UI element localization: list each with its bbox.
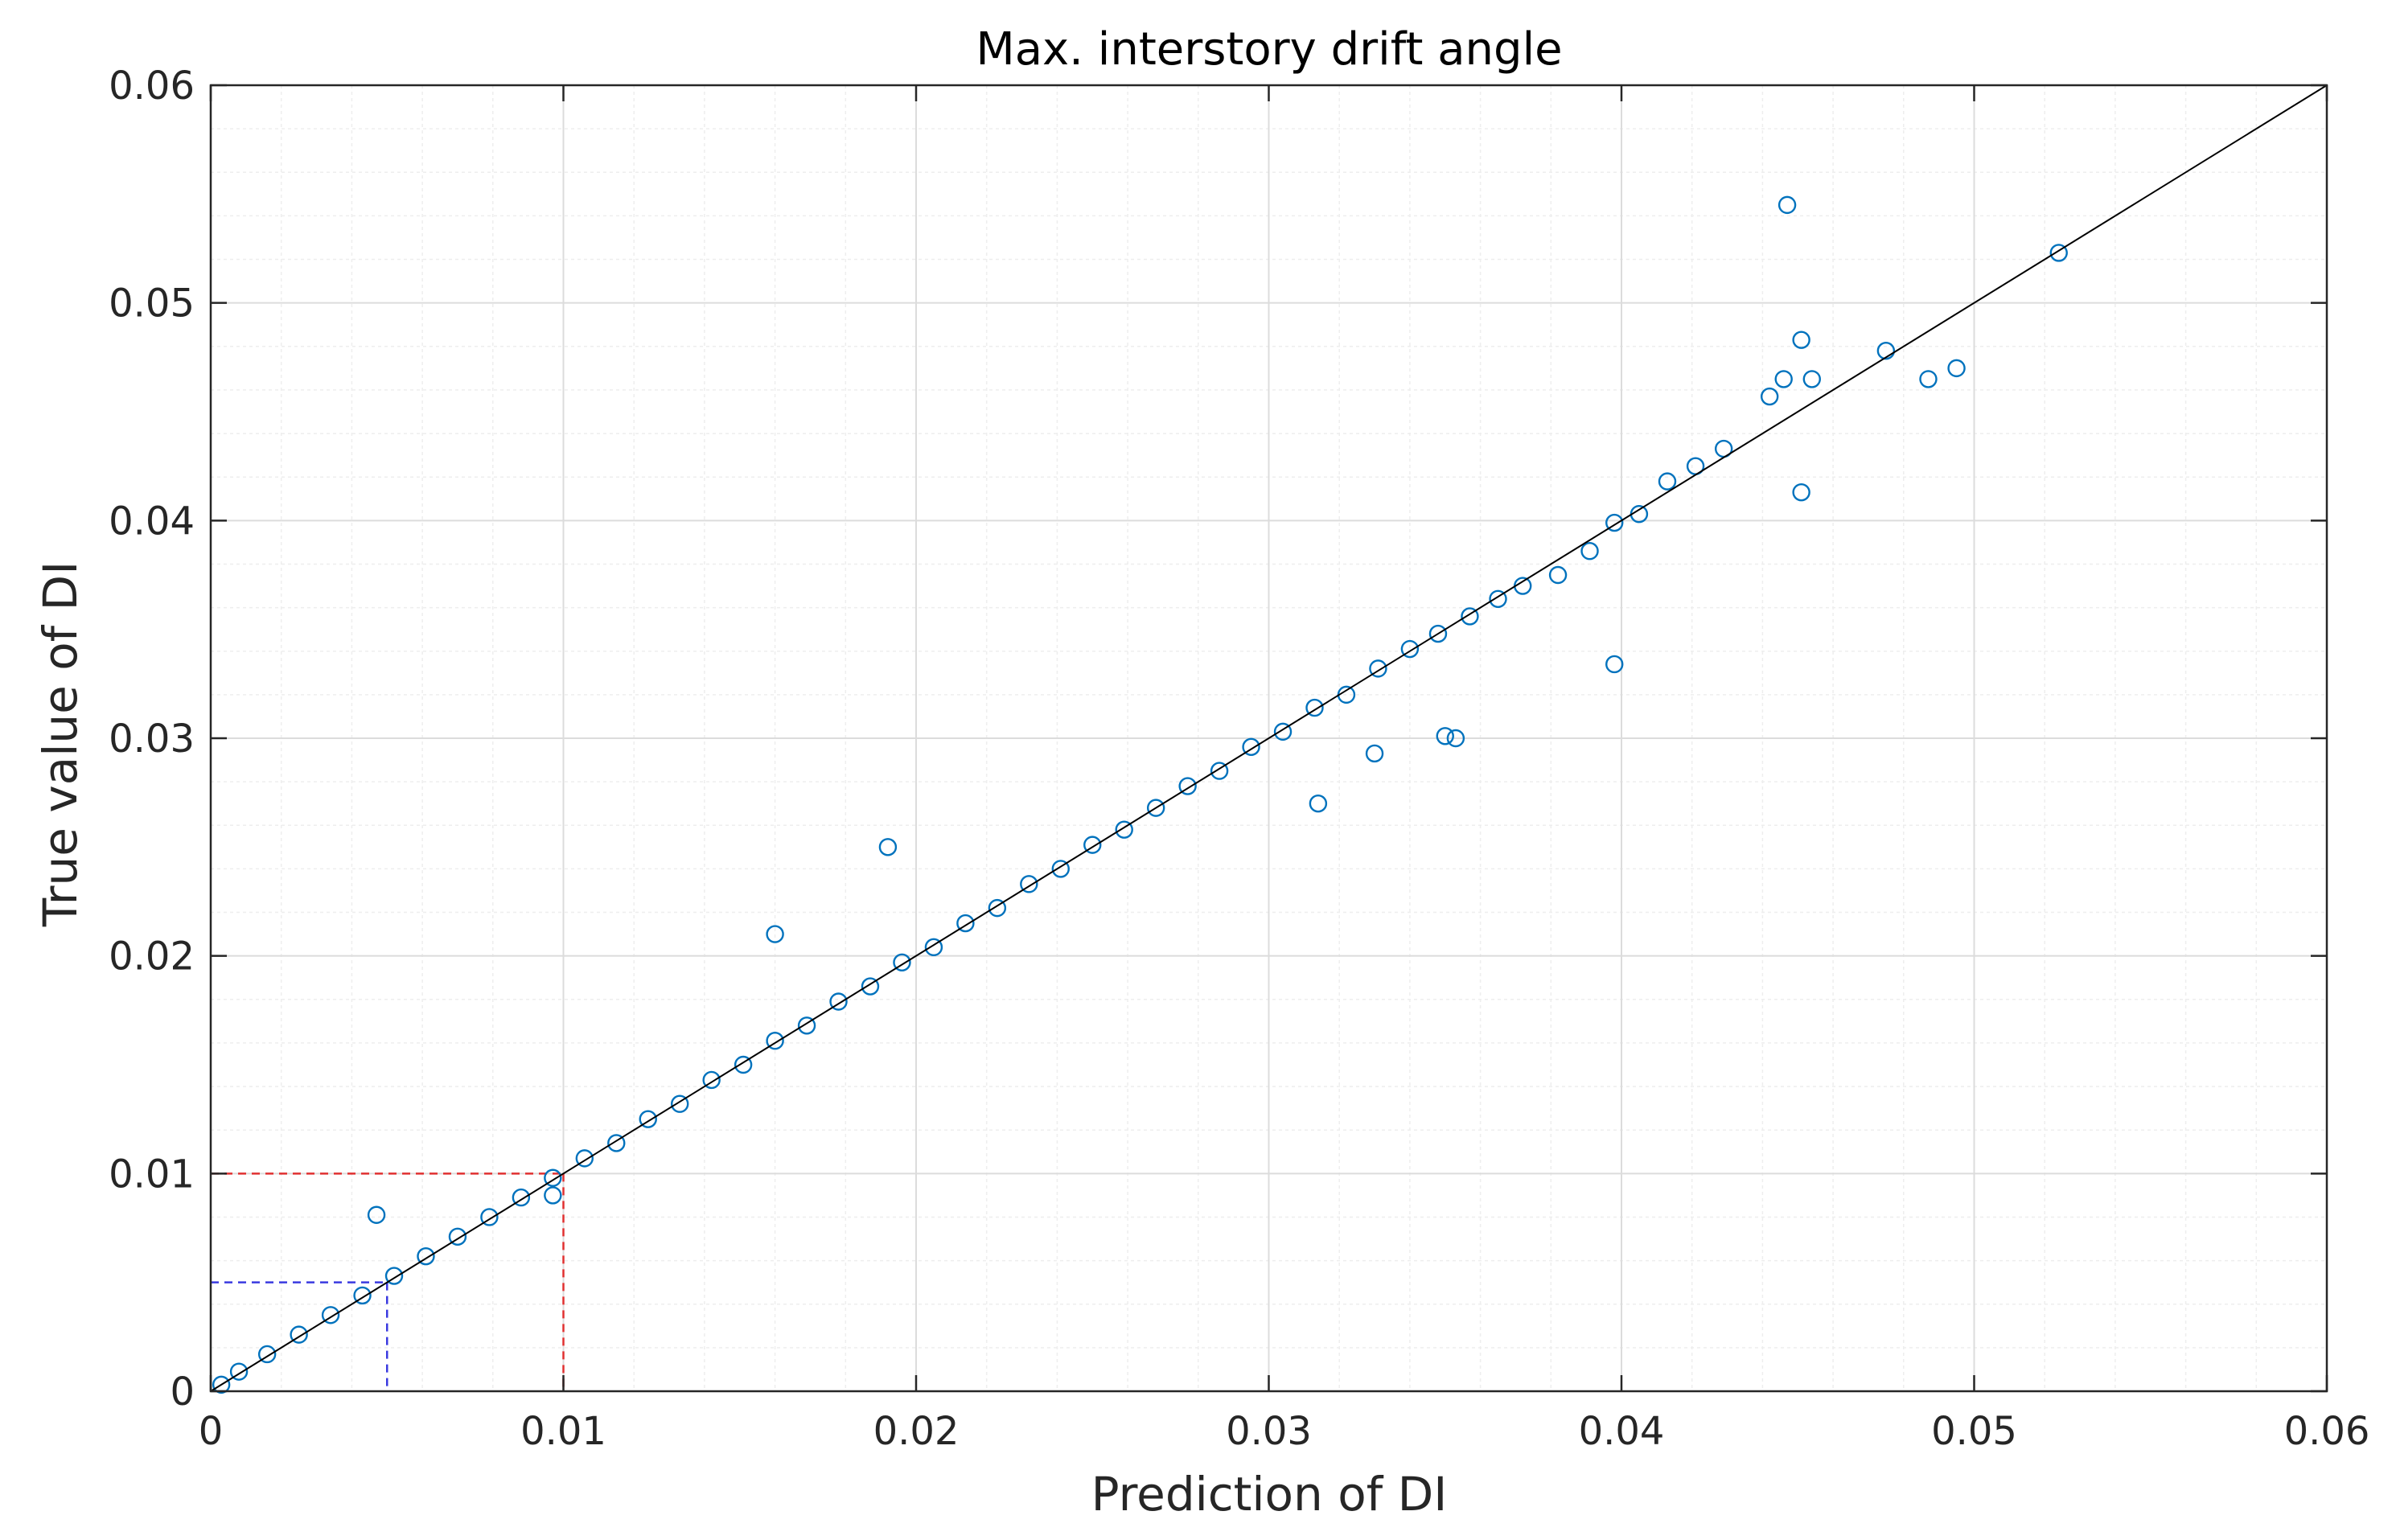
data-point: [1802, 370, 1821, 388]
data-point: [1242, 737, 1260, 757]
data-point: [1273, 722, 1293, 741]
data-point: [544, 1168, 562, 1187]
y-tick-label: 0.04: [109, 499, 195, 544]
data-point: [448, 1227, 467, 1246]
data-point: [229, 1362, 249, 1381]
data-point: [1919, 370, 1938, 388]
data-point: [1760, 387, 1779, 406]
y-tick-label: 0.03: [109, 717, 195, 762]
data-point: [1548, 565, 1568, 585]
data-point: [1605, 513, 1624, 532]
data-point: [1792, 483, 1810, 502]
y-tick-label: 0.02: [109, 934, 195, 979]
data-point: [893, 953, 911, 971]
data-point: [1947, 359, 1966, 378]
x-tick-label: 0.06: [2284, 1409, 2370, 1454]
data-point: [1400, 639, 1420, 659]
chart-title: Max. interstory drift angle: [976, 23, 1562, 76]
data-point: [480, 1208, 499, 1226]
data-point: [702, 1070, 721, 1090]
x-tick-label: 0.03: [1226, 1409, 1312, 1454]
x-tick-label: 0.04: [1579, 1409, 1665, 1454]
data-point: [1658, 472, 1677, 491]
data-point: [512, 1188, 531, 1207]
data-point: [544, 1186, 562, 1205]
y-tick-label: 0: [170, 1370, 195, 1415]
data-point: [829, 992, 848, 1011]
data-point: [1083, 836, 1102, 854]
data-point: [1777, 195, 1797, 215]
y-tick-label: 0.01: [109, 1152, 195, 1197]
data-point: [1020, 875, 1038, 893]
data-point: [1146, 799, 1165, 817]
data-point: [1876, 342, 1896, 360]
data-point: [1051, 860, 1070, 878]
y-tick-label: 0.05: [109, 281, 195, 326]
x-tick-label: 0: [199, 1409, 224, 1454]
data-point: [1605, 655, 1624, 674]
data-point: [384, 1267, 404, 1285]
data-point: [575, 1149, 594, 1168]
data-point: [1446, 729, 1465, 748]
data-point: [1489, 589, 1507, 608]
data-point: [1580, 542, 1599, 561]
data-point: [878, 838, 898, 856]
data-point: [924, 938, 943, 957]
x-tick-label: 0.05: [1931, 1409, 2017, 1454]
data-point: [290, 1325, 308, 1344]
data-point: [639, 1110, 657, 1128]
data-point: [257, 1345, 277, 1364]
y-axis-label: True value of DI: [33, 561, 88, 928]
data-point: [1369, 659, 1387, 678]
data-point: [1210, 762, 1229, 780]
data-point: [417, 1246, 435, 1266]
data-point: [353, 1286, 372, 1305]
data-point: [1365, 744, 1384, 763]
data-point: [1436, 727, 1454, 745]
guide-lines: [211, 1172, 565, 1391]
tick-labels: 00 0.01 0.01 0.02 0.02 0.03 0.03 0.04 0.04 0.05 0.…: [109, 64, 2369, 1454]
data-point: [766, 1032, 784, 1050]
data-point: [2049, 244, 2068, 262]
data-point: [861, 977, 880, 996]
data-point: [212, 1375, 231, 1394]
data-point: [734, 1055, 753, 1074]
identity-line: [210, 84, 2328, 1392]
data-point: [988, 898, 1007, 918]
data-point: [321, 1306, 340, 1324]
data-point: [1309, 795, 1328, 813]
data-point: [1115, 820, 1133, 839]
data-point: [1792, 331, 1810, 349]
grid: [211, 85, 2327, 1391]
data-point: [1305, 698, 1324, 717]
axes: [209, 84, 2328, 1393]
data-point: [367, 1205, 386, 1224]
identity-reference-line: [210, 84, 2328, 1392]
data-point: [956, 914, 975, 933]
x-axis-label: Prediction of DI: [1091, 1467, 1448, 1522]
data-point: [1178, 777, 1197, 795]
data-point: [766, 925, 784, 943]
data-point: [1428, 624, 1448, 643]
data-point: [797, 1016, 816, 1035]
y-tick-label: 0.06: [109, 64, 195, 109]
data-point: [1461, 607, 1479, 626]
data-point: [1774, 370, 1793, 388]
data-points: [212, 195, 2068, 1394]
data-point: [607, 1134, 626, 1152]
x-tick-label: 0.01: [520, 1409, 606, 1454]
data-point: [671, 1094, 689, 1113]
x-tick-label: 0.02: [873, 1409, 960, 1454]
